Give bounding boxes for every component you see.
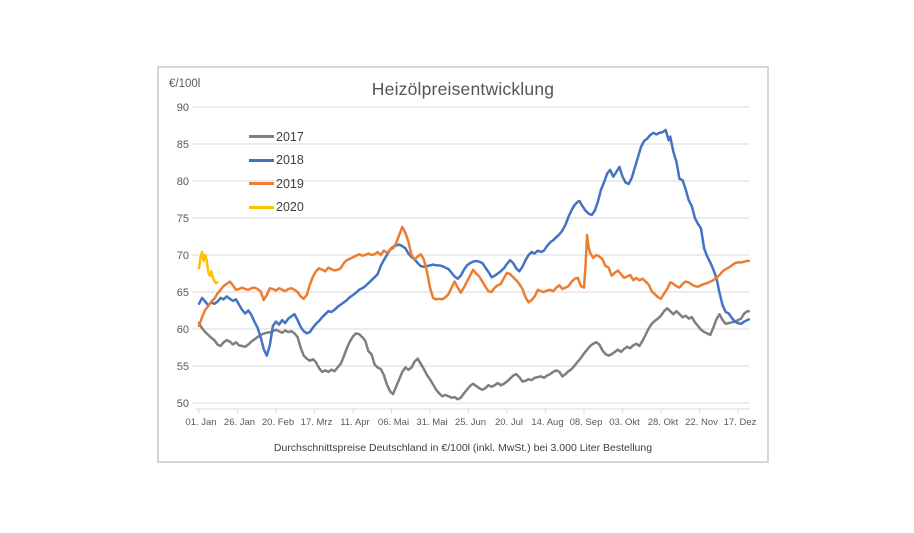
legend-label-2017: 2017 [276, 129, 304, 144]
x-tick-label-11: 03. Okt [609, 417, 640, 428]
legend-item-2019: 2019 [249, 172, 304, 196]
x-tick-label-8: 20. Jul [495, 417, 523, 428]
y-tick-label-85: 85 [177, 139, 189, 151]
x-tick-label-13: 22. Nov [685, 417, 718, 428]
x-tick-label-14: 17. Dez [724, 417, 757, 428]
series-line-2020 [197, 250, 219, 285]
series-line-2019 [197, 225, 751, 328]
legend-item-2020: 2020 [249, 196, 304, 220]
legend-label-2020: 2020 [276, 200, 304, 215]
y-tick-label-70: 70 [177, 250, 189, 262]
legend-swatch-2018 [249, 158, 274, 162]
series-line-2018 [197, 128, 751, 357]
x-tick-label-7: 25. Jun [455, 417, 486, 428]
y-tick-label-50: 50 [177, 398, 189, 410]
chart-title: Heizölpreisentwicklung [371, 79, 555, 99]
x-tick-label-4: 11. Apr [340, 417, 369, 428]
chart-caption: Durchschnittspreise Deutschland in €/100… [273, 442, 653, 454]
y-axis-unit-label: €/100l [169, 78, 201, 90]
legend-item-2018: 2018 [249, 149, 304, 173]
y-tick-label-65: 65 [177, 287, 189, 299]
x-tick-label-1: 26. Jan [224, 417, 255, 428]
legend-swatch-2017 [249, 135, 274, 139]
x-tick-label-3: 17. Mrz [301, 417, 333, 428]
x-tick-label-5: 06. Mai [378, 417, 409, 428]
y-tick-label-80: 80 [177, 176, 189, 188]
legend-swatch-2020 [249, 205, 274, 209]
plot-area: 50 55 60 65 70 75 80 85 90 01. Jan 26. Jan 20. Feb 1… [177, 102, 757, 428]
series-line-2017 [197, 307, 751, 401]
y-tick-label-60: 60 [177, 324, 189, 336]
x-tick-label-0: 01. Jan [185, 417, 216, 428]
legend-swatch-2019 [249, 182, 274, 186]
x-tick-label-6: 31. Mai [416, 417, 447, 428]
x-tick-label-2: 20. Feb [262, 417, 294, 428]
y-tick-label-55: 55 [177, 361, 189, 373]
x-tick-label-10: 08. Sep [570, 417, 603, 428]
x-tick-label-12: 28. Okt [648, 417, 679, 428]
y-tick-label-75: 75 [177, 213, 189, 225]
y-tick-label-90: 90 [177, 102, 189, 114]
chart-card: 50 55 60 65 70 75 80 85 90 01. Jan 26. Jan 20. Feb 1… [157, 66, 769, 463]
legend-label-2018: 2018 [276, 153, 304, 168]
x-tick-label-9: 14. Aug [531, 417, 563, 428]
legend: 2017 2018 2019 2020 [249, 125, 304, 219]
legend-item-2017: 2017 [249, 125, 304, 149]
legend-label-2019: 2019 [276, 176, 304, 191]
